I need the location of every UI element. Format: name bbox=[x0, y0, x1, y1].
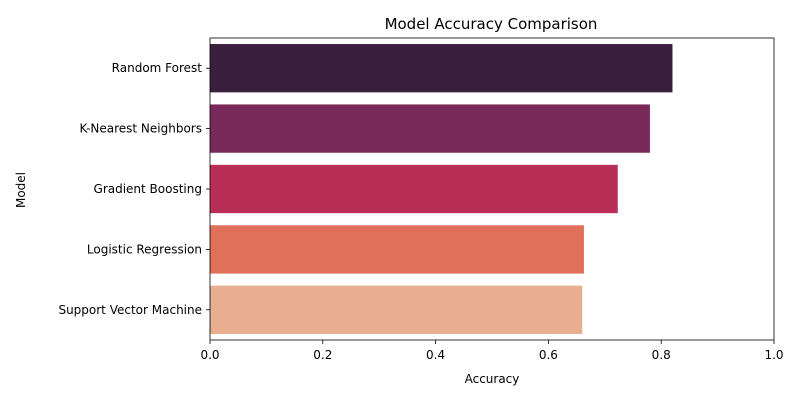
y-tick-label-4: Support Vector Machine bbox=[58, 303, 202, 317]
bar-3 bbox=[210, 225, 584, 274]
y-ticks-group: Random Forest K-Nearest Neighbors Gradient… bbox=[58, 61, 210, 317]
bar-4 bbox=[210, 285, 583, 334]
y-tick-label-2: Gradient Boosting bbox=[94, 182, 202, 196]
y-axis-label: Model bbox=[14, 172, 28, 208]
x-tick-label-1: 0.2 bbox=[313, 348, 332, 362]
x-tick-label-4: 0.8 bbox=[652, 348, 671, 362]
x-ticks-group: 0.0 0.2 0.4 0.6 0.8 1.0 bbox=[200, 340, 784, 362]
x-axis-label: Accuracy bbox=[465, 372, 520, 386]
x-tick-label-3: 0.6 bbox=[539, 348, 558, 362]
bar-2 bbox=[210, 164, 618, 214]
plot-frame bbox=[209, 37, 775, 341]
bar-1 bbox=[210, 104, 650, 153]
bar-0 bbox=[210, 44, 673, 93]
x-tick-label-2: 0.4 bbox=[426, 348, 445, 362]
x-tick-label-5: 1.0 bbox=[764, 348, 783, 362]
bars-group bbox=[210, 44, 673, 334]
y-tick-label-0: Random Forest bbox=[112, 61, 203, 75]
y-tick-label-3: Logistic Regression bbox=[87, 242, 202, 256]
y-tick-label-1: K-Nearest Neighbors bbox=[79, 122, 202, 136]
chart-title: Model Accuracy Comparison bbox=[385, 15, 598, 33]
x-tick-label-0: 0.0 bbox=[200, 348, 219, 362]
